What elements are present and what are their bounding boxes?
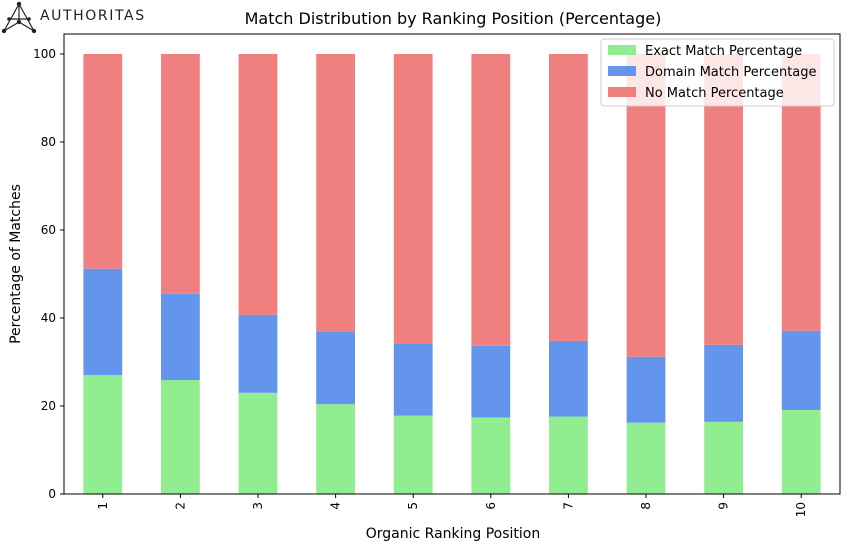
x-tick-label: 5 bbox=[406, 502, 420, 510]
legend-box bbox=[600, 38, 835, 107]
x-tick-label: 8 bbox=[639, 502, 653, 510]
x-axis-label: Organic Ranking Position bbox=[366, 526, 541, 542]
y-tick-label: 20 bbox=[41, 399, 56, 413]
legend-label: No Match Percentage bbox=[645, 86, 784, 101]
bars-group bbox=[83, 54, 821, 494]
bar-3-series-2 bbox=[238, 314, 278, 393]
bar-2-series-1 bbox=[161, 380, 200, 494]
bar-1-series-1 bbox=[83, 375, 123, 494]
y-tick-label: 100 bbox=[33, 47, 56, 61]
bar-10-series-1 bbox=[781, 409, 821, 494]
bar-9-series-1 bbox=[704, 421, 743, 494]
bar-8-series-2 bbox=[626, 356, 666, 423]
x-tick-label: 3 bbox=[251, 502, 265, 510]
bar-6-series-3 bbox=[471, 54, 511, 346]
x-tick-label: 10 bbox=[794, 502, 808, 517]
legend-label: Domain Match Percentage bbox=[645, 65, 817, 80]
x-tick-label: 7 bbox=[561, 502, 575, 510]
bar-7-series-1 bbox=[549, 416, 588, 494]
x-tick-label: 4 bbox=[329, 502, 343, 510]
bar-5-series-2 bbox=[393, 343, 433, 416]
legend-swatch bbox=[608, 87, 636, 97]
axes-group: 0 20 40 60 80 100 1 2 3 4 5 6 7 8 9 10 bbox=[33, 33, 841, 517]
x-tick-label: 6 bbox=[484, 502, 498, 510]
y-tick-label: 60 bbox=[41, 223, 56, 237]
bar-7-series-3 bbox=[549, 54, 588, 341]
x-tick-label: 2 bbox=[173, 502, 187, 510]
y-tick-label: 0 bbox=[48, 487, 56, 501]
bar-6-series-2 bbox=[471, 345, 511, 418]
bar-7-series-2 bbox=[549, 340, 588, 417]
bar-9-series-2 bbox=[704, 344, 743, 422]
bar-5-series-3 bbox=[393, 54, 433, 344]
authoritas-logo-icon bbox=[1, 1, 37, 34]
bar-4-series-1 bbox=[316, 404, 355, 494]
bar-1-series-3 bbox=[83, 54, 123, 269]
chart-title: Match Distribution by Ranking Position (… bbox=[245, 9, 662, 28]
bar-3-series-1 bbox=[238, 392, 278, 494]
x-tick-label: 9 bbox=[717, 502, 731, 510]
bar-6-series-1 bbox=[471, 417, 511, 494]
plot-frame bbox=[63, 33, 841, 495]
bar-4-series-3 bbox=[316, 54, 355, 332]
legend-swatch bbox=[608, 45, 636, 55]
legend-label: Exact Match Percentage bbox=[645, 44, 802, 59]
bar-5-series-1 bbox=[393, 415, 433, 494]
bar-3-series-3 bbox=[238, 54, 278, 315]
bar-2-series-2 bbox=[161, 293, 200, 381]
chart-legend: Exact Match Percentage Domain Match Perce… bbox=[600, 38, 835, 107]
bar-2-series-3 bbox=[161, 54, 200, 294]
y-axis-label: Percentage of Matches bbox=[8, 184, 24, 344]
bar-1-series-2 bbox=[83, 268, 123, 376]
bar-8-series-1 bbox=[626, 422, 666, 494]
y-tick-label: 40 bbox=[41, 311, 56, 325]
brand-logo: AUTHORITAS bbox=[0, 0, 160, 38]
legend-swatch bbox=[608, 66, 636, 76]
bar-4-series-2 bbox=[316, 331, 355, 405]
x-tick-label: 1 bbox=[96, 502, 110, 510]
bar-10-series-2 bbox=[781, 330, 821, 410]
y-tick-label: 80 bbox=[41, 135, 56, 149]
brand-name: AUTHORITAS bbox=[40, 8, 146, 24]
